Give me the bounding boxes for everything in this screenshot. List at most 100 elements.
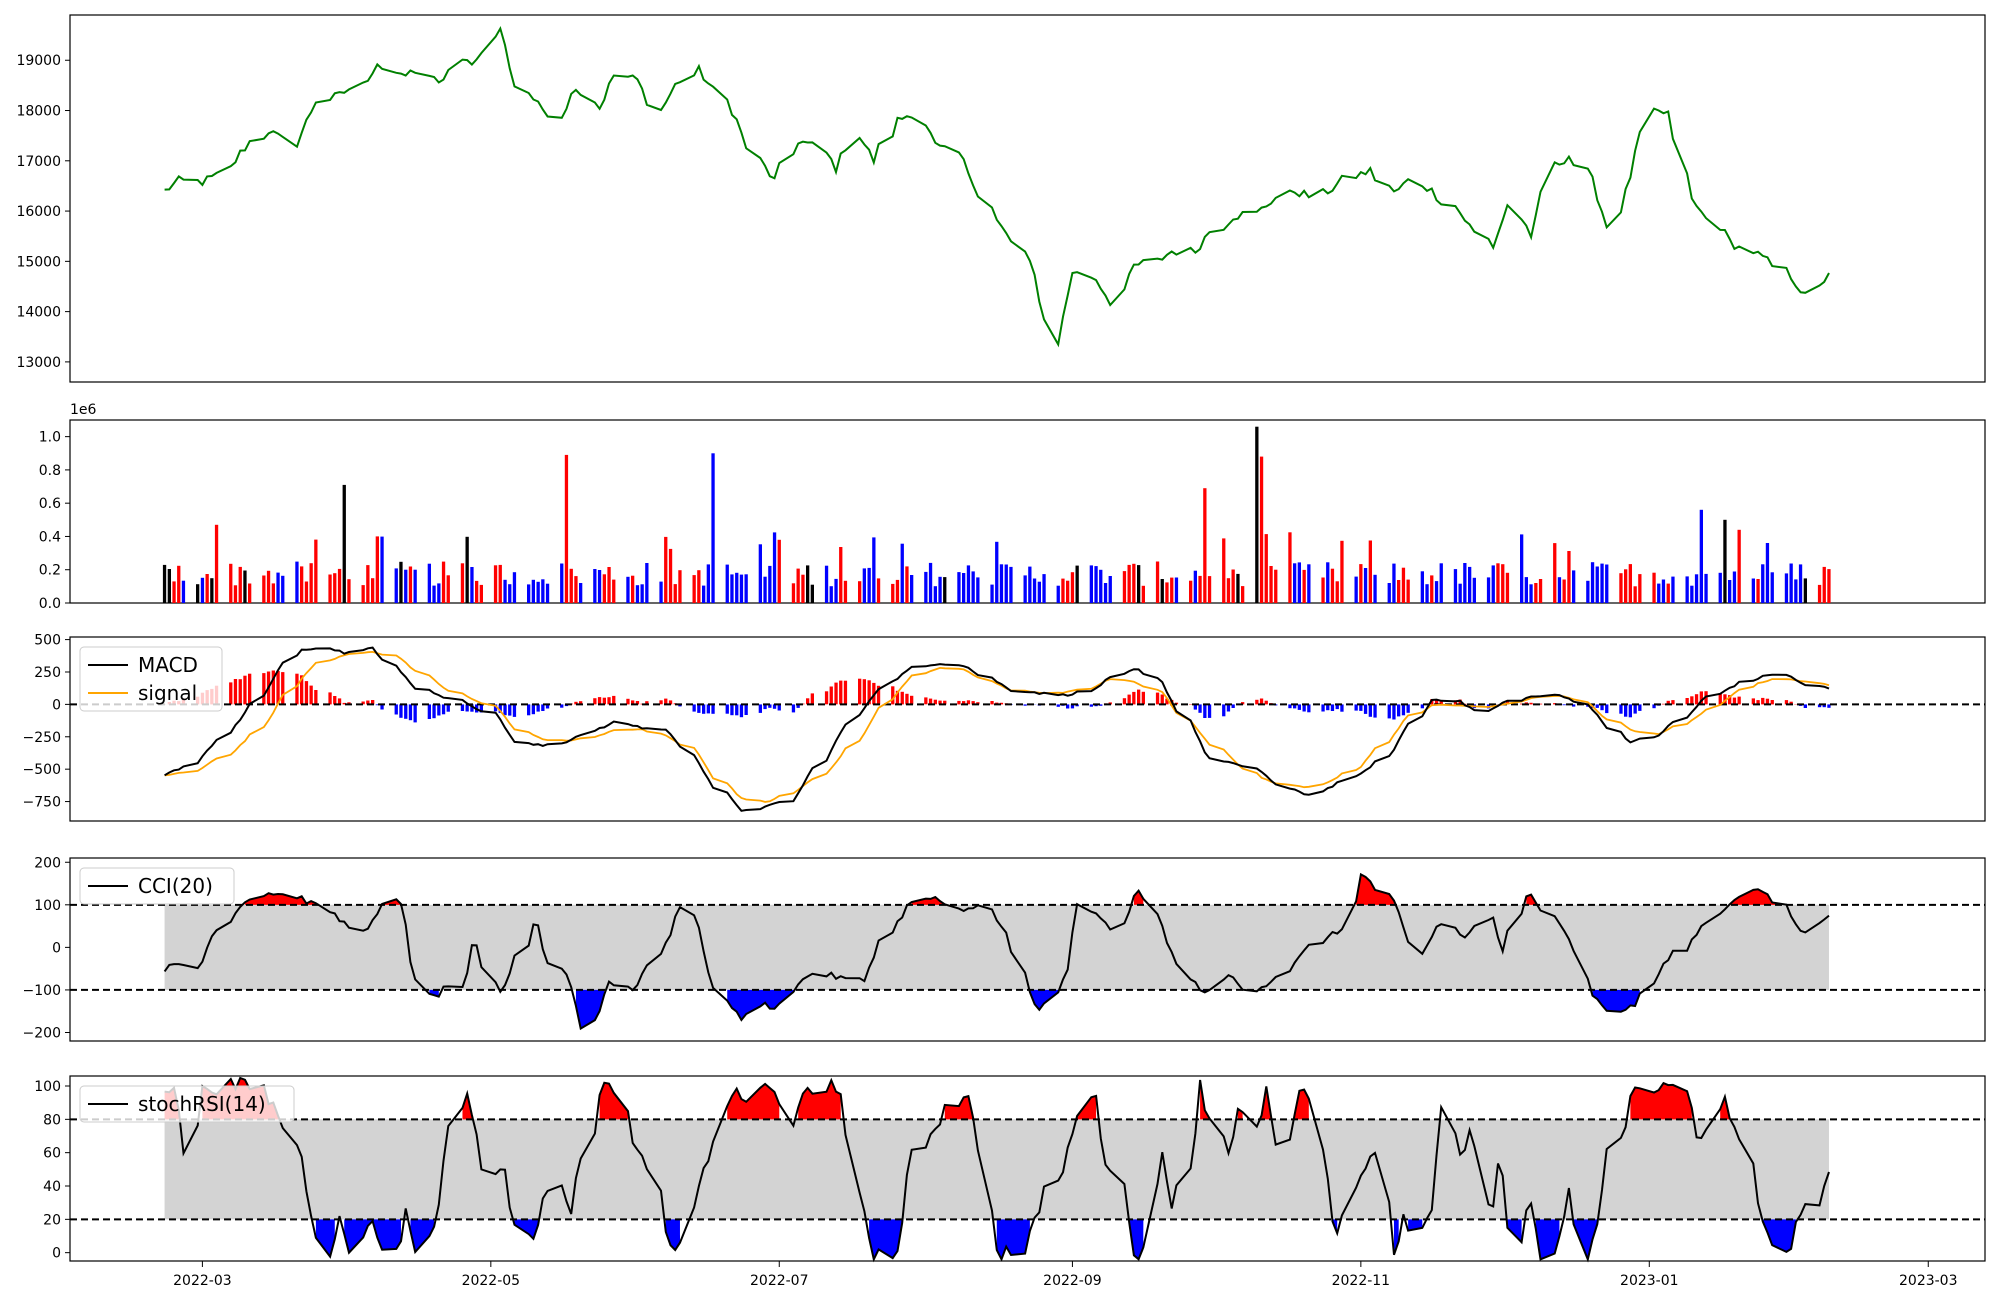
volume-bar: [1468, 566, 1472, 603]
macd-frame: [69, 636, 1986, 822]
macd-histogram-bar: [1335, 704, 1339, 710]
volume-bar: [1524, 577, 1528, 603]
volume-bar: [1032, 578, 1037, 603]
volume-bar: [271, 583, 275, 603]
macd-histogram-bar: [824, 691, 829, 705]
volume-bar: [314, 539, 318, 603]
volume-bar: [437, 583, 441, 603]
volume-bar: [1496, 563, 1500, 603]
volume-bar: [531, 579, 535, 603]
volume-bar: [1567, 551, 1571, 603]
price-frame: [69, 14, 1986, 383]
macd-histogram-bar: [1326, 704, 1330, 711]
volume-bar: [1392, 563, 1396, 603]
macd-histogram-bar: [560, 704, 564, 708]
stochrsi-oversold-fill: [1129, 1219, 1144, 1260]
signal-series-line: [164, 650, 1830, 803]
stochrsi-oversold-fill: [514, 1219, 539, 1239]
volume-bar: [1699, 509, 1703, 603]
volume-bar: [380, 536, 384, 603]
volume-bar: [1330, 568, 1335, 603]
macd-histogram-bar: [1160, 694, 1164, 705]
macd-histogram-bar: [1241, 702, 1245, 705]
volume-bar: [1534, 583, 1538, 603]
cci-overbought-fill: [1729, 889, 1787, 905]
macd-histogram-bar: [375, 704, 379, 706]
volume-bar: [1794, 579, 1798, 603]
volume-bar: [1293, 563, 1297, 603]
volume-bar: [347, 579, 351, 603]
volume-bar: [1420, 571, 1424, 603]
volume-bar: [1373, 574, 1377, 603]
macd-histogram-bar: [404, 704, 408, 719]
price-ytick-label: 17000: [16, 154, 61, 170]
macd-histogram-bar: [1307, 704, 1311, 713]
volume-bar: [196, 584, 200, 603]
stochrsi-overbought-fill: [599, 1082, 628, 1120]
stochrsi-overbought-fill: [1077, 1095, 1097, 1120]
stochrsi-overbought-fill: [944, 1096, 974, 1120]
macd-histogram-bar: [943, 700, 947, 705]
volume-bar: [1595, 566, 1599, 603]
volume-bar: [503, 579, 507, 603]
macd-legend-box: [79, 646, 223, 712]
macd-histogram-bar: [1231, 704, 1235, 708]
macd-histogram-bar: [1728, 695, 1732, 705]
volume-bar: [371, 578, 375, 603]
macd-histogram-bar: [399, 704, 403, 718]
macd-histogram-bar: [1137, 689, 1141, 705]
macd-histogram-bar: [1099, 704, 1103, 706]
macd-histogram-bar: [910, 695, 914, 705]
macd-histogram-bar: [1387, 704, 1391, 719]
cci-series-line: [163, 872, 1830, 1031]
macd-histogram-bar: [309, 685, 313, 705]
date-tick-label: 2023-01: [1620, 1273, 1679, 1289]
volume-bar: [564, 454, 569, 603]
macd-histogram-bar: [810, 693, 814, 705]
volume-bar: [162, 564, 167, 603]
macd-histogram-bar: [262, 673, 266, 705]
volume-bar: [1661, 579, 1666, 603]
volume-bar: [508, 584, 512, 603]
macd-histogram-bar: [697, 704, 701, 713]
macd-histogram-bar: [1704, 691, 1708, 705]
volume-bar: [1798, 564, 1803, 603]
date-axis: 2022-03 2022-05 2022-07 2022-09 2022-11 2023-…: [173, 1261, 1958, 1289]
macd-histogram-bar: [1141, 691, 1145, 705]
volume-bar: [366, 565, 370, 603]
volume-bar: [1340, 540, 1344, 603]
volume-bar: [1321, 577, 1325, 603]
volume-ytick-label: 0.6: [39, 496, 61, 512]
volume-bar: [427, 563, 431, 603]
volume-bar: [1425, 584, 1429, 603]
volume-bar: [1685, 576, 1689, 603]
macd-histogram-bar: [711, 704, 715, 714]
macd-histogram-bar: [957, 700, 961, 705]
volume-ytick-label: 0.0: [39, 596, 61, 612]
volume-bar: [1288, 532, 1292, 603]
macd-histogram-bar: [300, 675, 304, 705]
cci-panel: −200 −100 0 100 200 CCI(20): [23, 855, 1986, 1042]
volume-bar: [1784, 573, 1789, 603]
volume-bar: [607, 567, 611, 603]
volume-bar: [399, 561, 403, 603]
volume-bar: [1732, 571, 1737, 603]
volume-bar: [1141, 585, 1145, 603]
macd-histogram-bar: [1155, 692, 1160, 705]
volume-bar: [1241, 586, 1245, 603]
macd-histogram-bar: [862, 679, 866, 705]
volume-bar: [1023, 575, 1027, 603]
macd-histogram-bar: [498, 704, 502, 713]
macd-histogram-bar: [966, 700, 971, 705]
macd-histogram-bar: [271, 670, 275, 705]
volume-bar: [1765, 543, 1770, 603]
stochrsi-ytick-label: 0: [52, 1246, 61, 1262]
macd-histogram-bar: [527, 704, 531, 716]
macd-histogram-bar: [1784, 700, 1789, 705]
stochrsi-oversold-fill: [869, 1219, 903, 1260]
macd-ytick-label: 500: [34, 633, 61, 649]
volume-bar: [361, 585, 365, 603]
volume-bar: [739, 574, 744, 603]
volume-bar: [1619, 573, 1623, 603]
